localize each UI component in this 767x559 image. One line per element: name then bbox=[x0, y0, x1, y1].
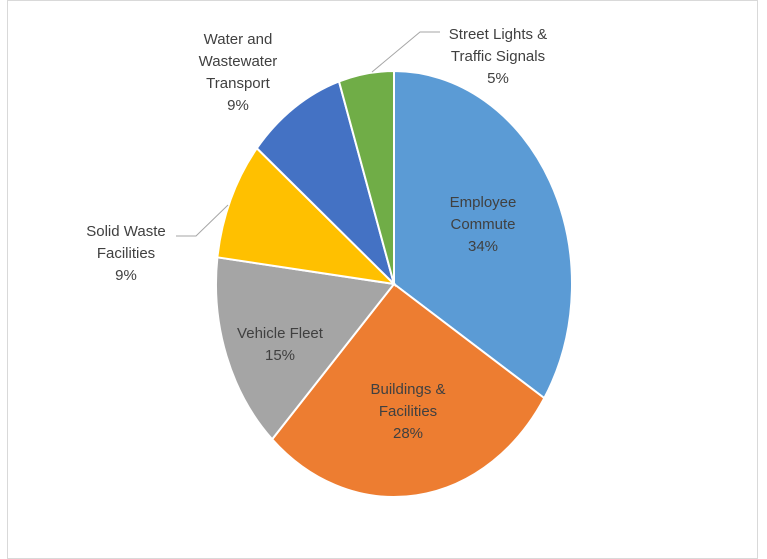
value-label: 34% bbox=[467, 238, 499, 255]
pie-slice bbox=[255, 80, 396, 288]
pie-slice bbox=[393, 69, 573, 400]
pie-slice bbox=[337, 69, 395, 285]
value-label: 5% bbox=[487, 70, 509, 87]
value-label: 15% bbox=[264, 347, 296, 364]
slice-label: Water and Wastewater Transport 9% bbox=[188, 29, 288, 117]
category-label: Vehicle Fleet bbox=[237, 325, 323, 342]
category-label: Street Lights & Traffic Signals bbox=[448, 26, 548, 65]
slice-label: Vehicle Fleet 15% bbox=[220, 323, 340, 367]
category-label: Solid Waste Facilities bbox=[86, 223, 166, 262]
slice-label: Employee Commute 34% bbox=[438, 192, 528, 258]
leader-line bbox=[176, 204, 229, 237]
pie-slice bbox=[215, 256, 396, 441]
slice-label: Buildings & Facilities 28% bbox=[353, 379, 463, 445]
pie-slice bbox=[270, 282, 546, 498]
slice-label: Solid Waste Facilities 9% bbox=[76, 221, 176, 287]
leader-line bbox=[371, 31, 440, 73]
category-label: Buildings & Facilities bbox=[370, 381, 446, 420]
value-label: 9% bbox=[115, 267, 137, 284]
value-label: 28% bbox=[392, 425, 424, 442]
category-label: Employee Commute bbox=[449, 194, 517, 233]
pie-slice bbox=[216, 146, 397, 286]
category-label: Water and Wastewater Transport bbox=[198, 31, 278, 92]
value-label: 9% bbox=[227, 97, 249, 114]
slice-label: Street Lights & Traffic Signals 5% bbox=[433, 24, 563, 90]
